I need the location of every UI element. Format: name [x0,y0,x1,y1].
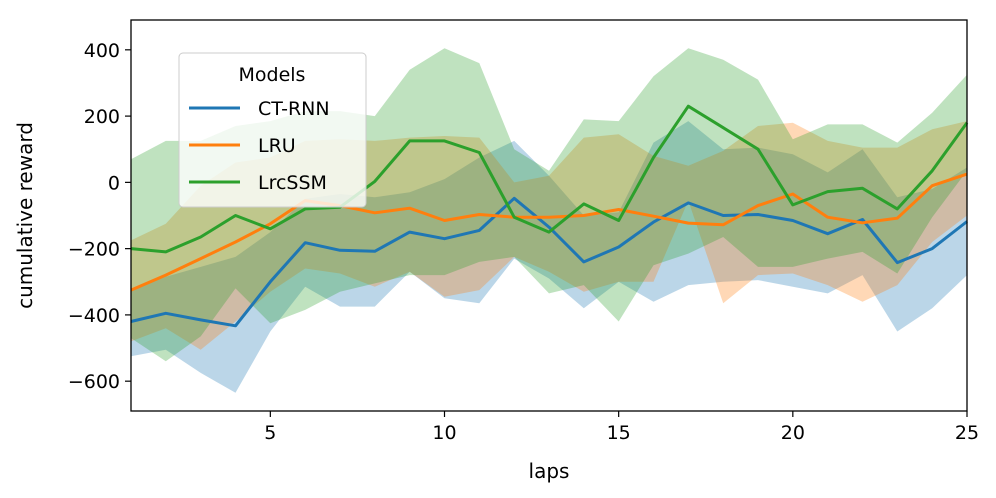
x-tick-label: 20 [781,422,805,444]
x-axis-label: laps [529,459,570,483]
ct-rnn-line [130,196,968,328]
y-axis-label: cumulative reward [13,122,37,309]
legend-label-ct-rnn: CT-RNN [258,98,330,120]
x-tick-label: 5 [264,422,276,444]
y-tick-label: −400 [68,305,120,327]
legend-box [178,52,367,208]
x-tick-label: 10 [432,422,456,444]
x-tick-label: 15 [607,422,631,444]
x-tick-label: 25 [955,422,979,444]
lrcssm-line [130,104,969,254]
y-tick-label: 400 [84,40,120,62]
lru-line [130,172,968,292]
legend: Models CT-RNN LRU LrcSSM [178,52,367,208]
x-axis-ticks: 5 10 15 20 25 [264,411,979,444]
legend-title: Models [239,64,306,86]
y-axis-ticks: −600 −400 −200 0 200 400 [68,40,131,393]
legend-items: CT-RNN LRU LrcSSM [189,98,330,194]
ct-rnn-confidence-band [131,121,967,393]
series-lines [130,104,969,328]
y-tick-label: −200 [68,239,120,261]
y-tick-label: −600 [68,371,120,393]
plot-frame [130,19,968,412]
legend-label-lrcssm: LrcSSM [258,172,327,194]
legend-label-lru: LRU [258,135,296,157]
y-tick-label: 200 [84,106,120,128]
y-tick-label: 0 [108,172,120,194]
